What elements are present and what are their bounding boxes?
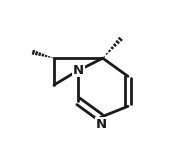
Text: N: N xyxy=(73,64,84,76)
Text: N: N xyxy=(96,118,107,131)
